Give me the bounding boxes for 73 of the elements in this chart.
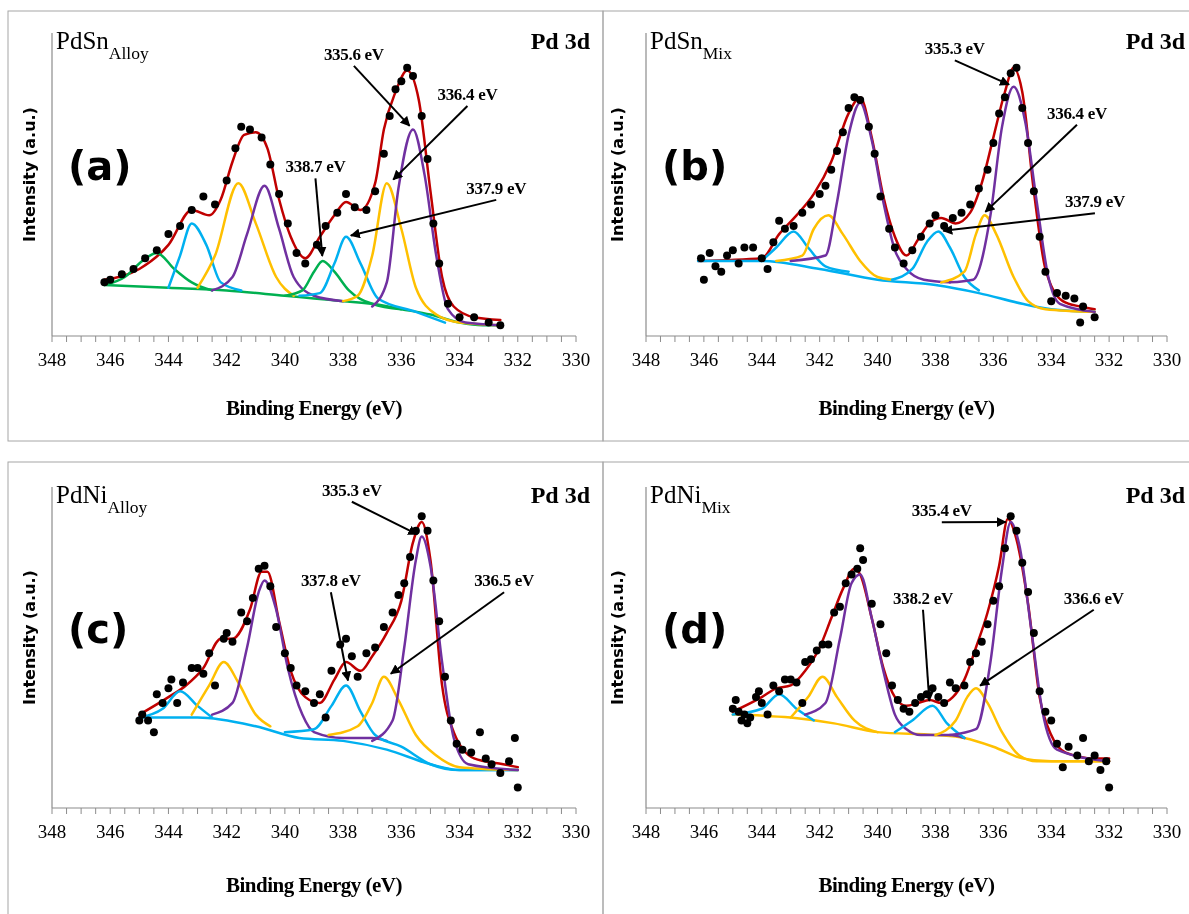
x-tick-label: 338 [921,821,950,842]
annotation: 335.3 eV [924,39,986,59]
chart-title: PdNi$_{Mix}$ [650,481,731,517]
x-tick-label: 344 [747,349,777,370]
annotation: 337.9 eV [1064,192,1126,212]
x-tick-label: 338 [921,349,950,370]
chart-title: PdSn$_{Alloy}$ [56,27,149,63]
x-tick-label: 336 [979,821,1008,842]
x-tick-label: 346 [689,349,719,370]
x-tick-label: 342 [805,349,834,370]
x-tick-label: 346 [95,821,125,842]
x-axis-title: Binding Energy (eV) [818,396,996,420]
annotation: (b) [662,142,728,189]
x-tick-label: 334 [445,349,475,370]
x-tick-label: 348 [37,349,67,370]
chart-title: PdNi$_{Alloy}$ [56,481,148,517]
x-tick-label: 334 [1036,349,1066,370]
x-tick-label: 338 [328,349,358,370]
x-tick-label: 344 [154,821,184,842]
x-tick-label: 330 [1152,349,1182,370]
text: Pd 3d [1125,482,1186,508]
y-axis-title: Intensity (a.u.) [608,570,627,705]
x-tick-label: 340 [863,349,892,370]
x-tick-label: 346 [95,349,125,370]
x-tick-label: 344 [747,821,777,842]
x-tick-label: 348 [631,821,661,842]
x-tick-label: 348 [37,821,67,842]
x-axis-title: Binding Energy (eV) [225,396,403,420]
x-tick-label: 332 [503,821,533,842]
x-tick-label: 340 [270,821,300,842]
y-axis-title: Intensity (a.u.) [608,107,627,242]
x-tick-label: 332 [1094,349,1124,370]
x-axis-title: Binding Energy (eV) [818,873,996,897]
x-tick-label: 340 [270,349,300,370]
annotation: 336.4 eV [1047,103,1108,123]
annotation: 336.4 eV [437,85,499,105]
x-tick-label: 336 [387,349,416,370]
x-tick-label: 336 [387,821,416,842]
text: Pd 3d [530,482,591,508]
x-tick-label: 330 [1152,821,1182,842]
y-axis-title: Intensity (a.u.) [20,107,39,242]
x-tick-label: 334 [1036,821,1066,842]
annotation: 336.5 eV [474,571,536,591]
x-tick-label: 338 [328,821,358,842]
x-tick-label: 330 [561,821,591,842]
x-tick-label: 348 [631,349,661,370]
x-tick-label: 342 [212,349,241,370]
annotation: (d) [662,605,728,652]
x-tick-label: 334 [445,821,475,842]
text: Pd 3d [530,28,591,54]
annotation: 337.9 eV [466,178,528,198]
x-tick-label: 342 [212,821,241,842]
annotation: 336.6 eV [1063,588,1125,608]
annotation: 338.2 eV [893,588,954,608]
y-axis-title: Intensity (a.u.) [20,570,39,705]
x-tick-label: 344 [154,349,184,370]
x-axis-title: Binding Energy (eV) [225,873,403,897]
x-tick-label: 336 [979,349,1008,370]
annotation: (c) [68,605,129,652]
x-tick-label: 332 [503,349,533,370]
annotation: 338.7 eV [285,157,347,177]
x-tick-label: 330 [561,349,591,370]
x-tick-label: 340 [863,821,892,842]
x-tick-label: 346 [689,821,719,842]
annotation: 335.6 eV [323,44,385,64]
annotation: (a) [68,142,132,189]
annotation: 337.8 eV [300,571,362,591]
text: Pd 3d [1125,28,1186,54]
x-tick-label: 332 [1094,821,1124,842]
annotation: 335.3 eV [321,480,383,500]
chart-title: PdSn$_{Mix}$ [650,27,733,63]
x-tick-label: 342 [805,821,834,842]
annotation: 335.4 eV [911,501,973,521]
